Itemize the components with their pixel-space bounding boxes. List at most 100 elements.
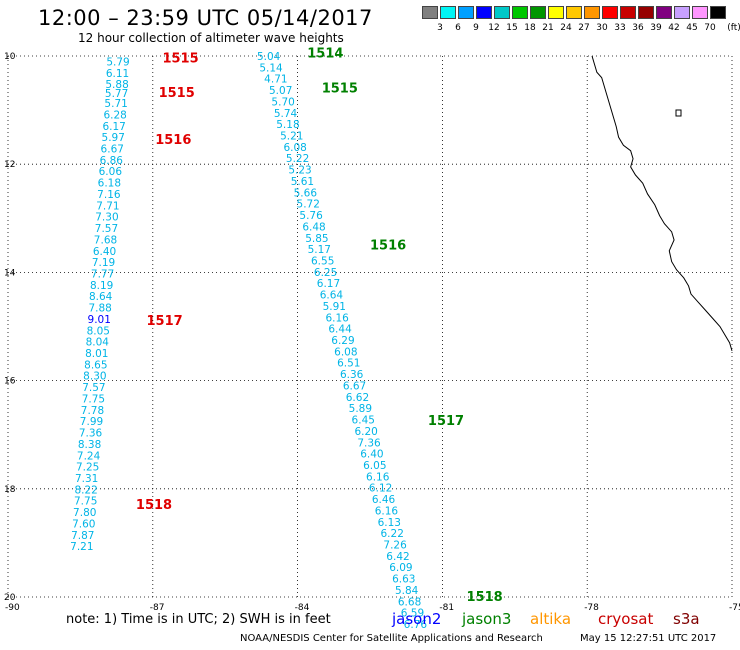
swh-value: 6.25 (314, 267, 337, 279)
colorbar-swatch (638, 6, 654, 19)
swh-value: 7.19 (92, 257, 115, 269)
colorbar-swatch (548, 6, 564, 19)
swh-value: 5.14 (259, 62, 283, 74)
lon-tick-label: -84 (295, 603, 310, 613)
swh-value: 7.36 (79, 428, 103, 440)
swh-value: 5.85 (305, 233, 328, 245)
swh-value: 7.60 (72, 518, 95, 530)
swh-value: 7.31 (75, 473, 98, 485)
pass-time-label: 1516 (155, 133, 191, 148)
pass-time-label: 1515 (322, 81, 358, 96)
lon-tick-label: -78 (584, 603, 599, 613)
swh-value: 7.36 (357, 437, 381, 449)
swh-value: 5.72 (297, 199, 320, 211)
swh-value: 7.88 (88, 303, 111, 315)
swh-value: 6.36 (340, 369, 364, 381)
colorbar-label: 15 (506, 23, 518, 33)
swh-value: 5.07 (269, 85, 292, 97)
swh-value: 7.57 (95, 223, 118, 235)
colorbar-label: 33 (614, 23, 626, 33)
colorbar-swatch (440, 6, 456, 19)
swh-value: 6.05 (363, 460, 386, 472)
map-title: 12:00 – 23:59 UTC 05/14/2017 (38, 6, 373, 30)
swh-value: 6.09 (389, 562, 412, 574)
colorbar-label: 45 (686, 23, 698, 33)
swh-value: 6.64 (320, 290, 344, 302)
swh-value: 6.11 (106, 68, 129, 80)
swh-value: 5.18 (276, 119, 299, 131)
swh-value: 6.22 (381, 528, 404, 540)
colorbar-swatch (530, 6, 546, 19)
swh-value: 6.29 (331, 335, 354, 347)
timestamp-text: May 15 12:27:51 UTC 2017 (580, 633, 717, 644)
swh-value: 5.21 (280, 131, 303, 143)
colorbar-swatch (710, 6, 726, 19)
swh-value: 6.08 (283, 142, 306, 154)
swh-value: 7.26 (383, 540, 407, 552)
colorbar-label: 27 (578, 23, 590, 33)
swh-value: 6.20 (354, 426, 377, 438)
swh-value: 4.71 (264, 74, 287, 86)
pass-time-label: 1517 (428, 414, 464, 429)
pass-time-label: 1514 (307, 46, 343, 61)
swh-value: 7.75 (74, 496, 97, 508)
swh-value: 5.89 (349, 403, 372, 415)
swh-value: 6.12 (369, 483, 392, 495)
colorbar-label: 9 (473, 23, 479, 33)
mission-label: cryosat (598, 610, 654, 628)
swh-value: 5.70 (271, 96, 294, 108)
colorbar-swatch (620, 6, 636, 19)
colorbar-unit: (ft) (727, 23, 740, 33)
swh-value: 5.66 (294, 187, 318, 199)
swh-value: 6.46 (372, 494, 396, 506)
swh-value: 6.13 (378, 517, 401, 529)
swh-value: 6.62 (346, 392, 369, 404)
swh-value: 5.04 (257, 51, 281, 63)
swh-value: 6.17 (102, 121, 125, 133)
coastline (591, 55, 733, 351)
swh-value: 7.80 (73, 507, 96, 519)
colorbar-label: 3 (437, 23, 443, 33)
swh-value: 5.71 (104, 98, 127, 110)
swh-value: 5.88 (105, 79, 128, 91)
colorbar-swatch (458, 6, 474, 19)
pass-time-label: 1515 (162, 52, 198, 67)
swh-value: 7.24 (77, 450, 101, 462)
swh-value: 7.99 (80, 416, 103, 428)
swh-value: 9.01 (88, 314, 111, 326)
swh-value: 6.06 (99, 166, 123, 178)
lon-tick-label: -81 (439, 603, 454, 613)
swh-value: 5.23 (288, 165, 311, 177)
island (675, 109, 682, 117)
swh-value: 8.04 (86, 337, 110, 349)
colorbar-swatch (566, 6, 582, 19)
swh-value: 7.57 (82, 382, 105, 394)
swh-value: 6.40 (360, 449, 383, 461)
swh-value: 7.71 (96, 200, 119, 212)
swh-value: 6.63 (392, 574, 415, 586)
swh-value: 7.68 (94, 234, 117, 246)
swh-value: 5.91 (323, 301, 346, 313)
colorbar-swatch (512, 6, 528, 19)
colorbar-label: 18 (524, 23, 536, 33)
colorbar-label: 6 (455, 23, 461, 33)
lon-tick-label: -75 (729, 603, 740, 613)
swh-value: 6.51 (337, 358, 360, 370)
swh-value: 8.65 (84, 359, 107, 371)
swh-value: 7.25 (76, 462, 99, 474)
swh-value: 8.22 (74, 484, 97, 496)
lat-tick-label: 12 (4, 160, 15, 170)
swh-value: 6.67 (343, 380, 366, 392)
swh-value: 5.61 (291, 176, 314, 188)
swh-value: 6.17 (317, 278, 340, 290)
colorbar-swatch (476, 6, 492, 19)
colorbar-label: 70 (704, 23, 716, 33)
swh-value: 6.18 (98, 178, 121, 190)
swh-value: 6.59 (401, 608, 424, 620)
lat-tick-label: 16 (4, 377, 16, 387)
colorbar-swatch (422, 6, 438, 19)
swh-value: 6.08 (334, 346, 357, 358)
map-subtitle: 12 hour collection of altimeter wave hei… (78, 31, 344, 45)
colorbar-label: 21 (542, 23, 554, 33)
